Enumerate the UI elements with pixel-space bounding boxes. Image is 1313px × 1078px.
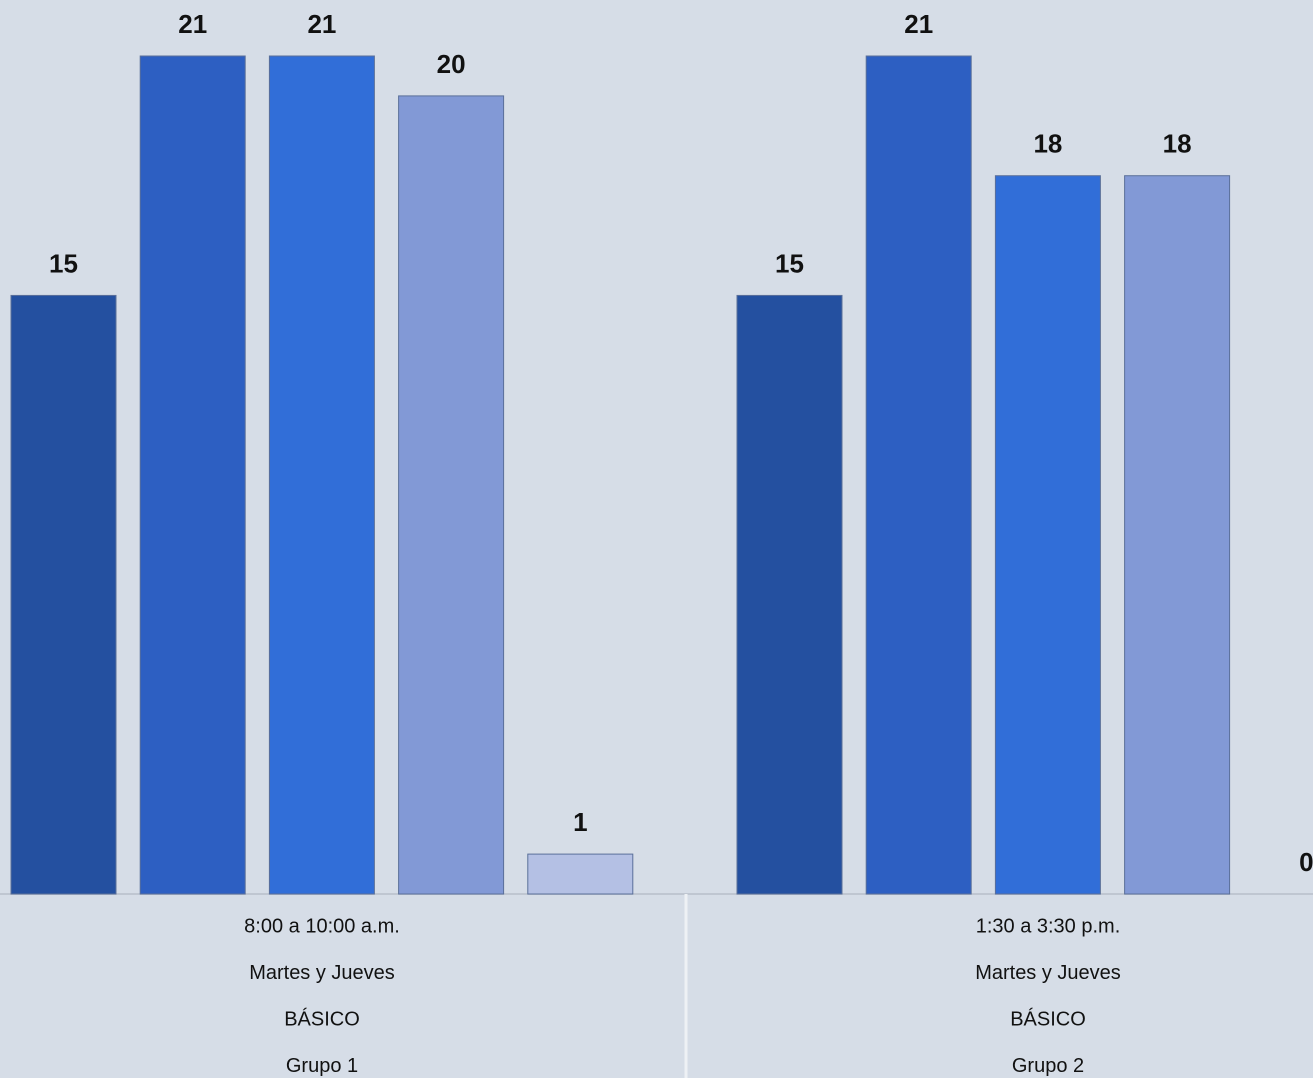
- value-label: 20: [437, 49, 466, 79]
- x-tick-label: BÁSICO: [284, 1007, 360, 1030]
- bar: [268, 55, 375, 895]
- bar: [994, 175, 1101, 895]
- bar: [10, 294, 117, 895]
- bar: [865, 55, 972, 895]
- x-tick-label: Grupo 2: [1012, 1055, 1084, 1077]
- x-tick-label: 8:00 a 10:00 a.m.: [244, 915, 400, 937]
- x-tick-label: Martes y Jueves: [249, 962, 395, 984]
- value-label: 15: [775, 248, 804, 278]
- x-tick-label: Grupo 1: [286, 1055, 358, 1077]
- value-label: 18: [1163, 129, 1192, 159]
- value-label: 0: [1299, 847, 1313, 877]
- value-label: 1: [573, 807, 587, 837]
- value-label: 21: [307, 9, 336, 39]
- x-tick-label: BÁSICO: [1010, 1007, 1086, 1030]
- bar: [1124, 175, 1231, 895]
- bar: [527, 853, 634, 895]
- x-tick-label: 1:30 a 3:30 p.m.: [976, 915, 1121, 937]
- value-label: 21: [904, 9, 933, 39]
- value-label: 18: [1033, 129, 1062, 159]
- bar: [398, 95, 505, 895]
- value-label: 15: [49, 248, 78, 278]
- x-tick-label: Martes y Jueves: [975, 962, 1121, 984]
- bar: [736, 294, 843, 895]
- bar: [139, 55, 246, 895]
- value-label: 21: [178, 9, 207, 39]
